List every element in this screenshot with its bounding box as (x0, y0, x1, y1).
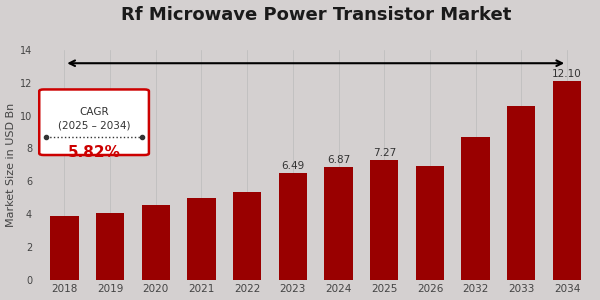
Bar (278, 173, 307, 280)
Title: Rf Microwave Power Transistor Market: Rf Microwave Power Transistor Market (121, 6, 511, 24)
FancyBboxPatch shape (39, 89, 149, 155)
Bar (187, 198, 215, 280)
Text: 6.49: 6.49 (281, 161, 304, 171)
Bar (325, 167, 353, 280)
Bar (50, 217, 79, 280)
Bar (461, 137, 490, 280)
Text: 6.87: 6.87 (327, 155, 350, 165)
Text: 12.10: 12.10 (552, 69, 582, 79)
Text: 5.82%: 5.82% (68, 145, 121, 160)
Bar (416, 167, 444, 280)
Bar (370, 160, 398, 280)
Bar (96, 213, 124, 280)
Bar (142, 205, 170, 280)
Text: CAGR
(2025 – 2034): CAGR (2025 – 2034) (58, 107, 130, 131)
Bar (553, 81, 581, 280)
Bar (233, 192, 262, 280)
Bar (507, 106, 535, 280)
Text: 7.27: 7.27 (373, 148, 396, 158)
Y-axis label: Market Size in USD Bn: Market Size in USD Bn (5, 103, 16, 227)
